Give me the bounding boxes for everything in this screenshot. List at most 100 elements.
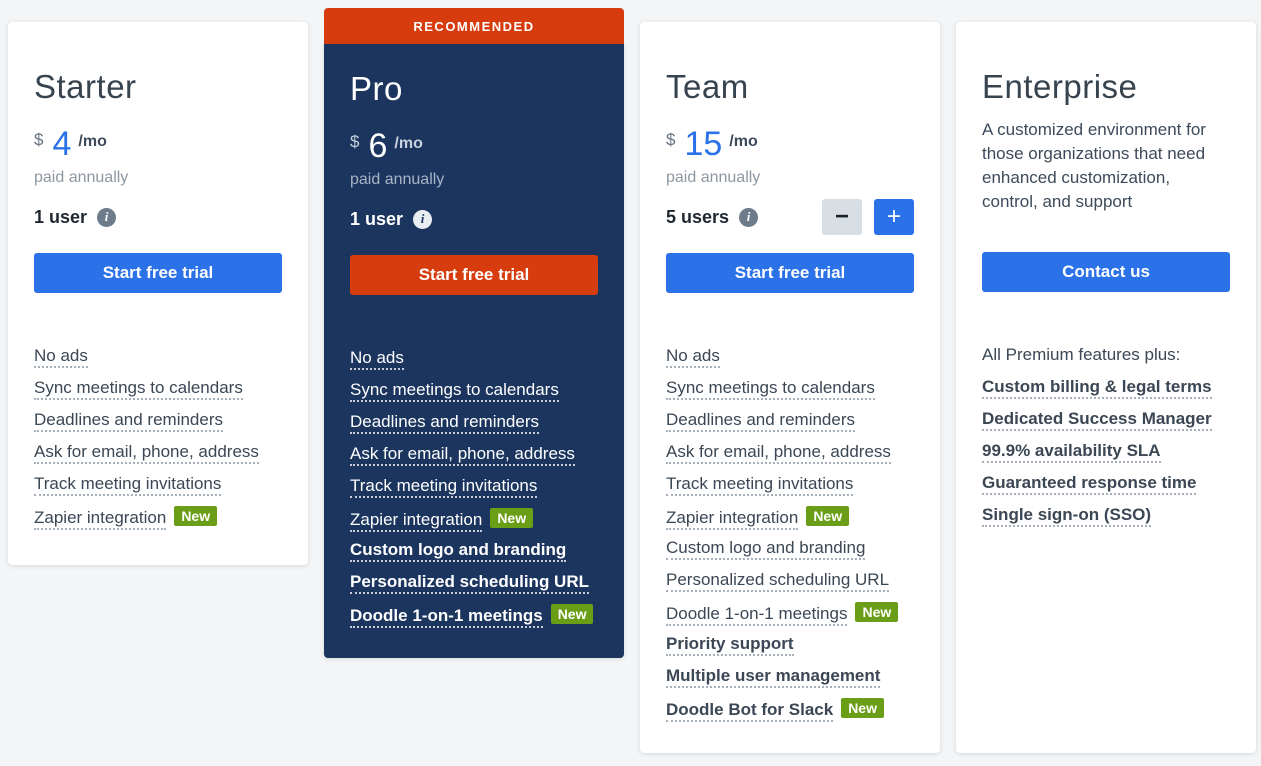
feature-label[interactable]: Track meeting invitations [34, 474, 222, 496]
feature-label[interactable]: Doodle Bot for Slack [666, 700, 834, 722]
feature-label[interactable]: Guaranteed response time [982, 473, 1197, 495]
plan-title: Enterprise [982, 68, 1138, 105]
feature-row: Doodle 1-on-1 meetings New [350, 604, 598, 628]
pricing-card-enterprise: Enterprise A customized environment for … [956, 22, 1256, 753]
price-period: /mo [78, 133, 107, 150]
feature-label[interactable]: Zapier integration [350, 510, 483, 532]
decrease-users-button[interactable]: − [822, 199, 862, 235]
feature-label[interactable]: Personalized scheduling URL [350, 572, 589, 594]
pricing-card-team: Team $ 15 /mo paid annually 5 users i − … [640, 22, 940, 753]
price-amount: 4 [52, 125, 72, 163]
new-badge: New [841, 698, 884, 718]
feature-label[interactable]: Dedicated Success Manager [982, 409, 1212, 431]
new-badge: New [174, 506, 218, 526]
feature-label[interactable]: Zapier integration [666, 508, 799, 530]
feature-label[interactable]: Priority support [666, 634, 794, 656]
users-row: 1 user i [34, 199, 282, 235]
feature-row: Deadlines and reminders [666, 410, 914, 432]
contact-us-button[interactable]: Contact us [982, 252, 1230, 292]
feature-row: Dedicated Success Manager [982, 409, 1230, 431]
currency-symbol: $ [34, 130, 44, 149]
start-free-trial-button[interactable]: Start free trial [666, 253, 914, 293]
billing-note: paid annually [666, 169, 761, 186]
feature-list: No ads Sync meetings to calendars Deadli… [34, 346, 282, 530]
start-free-trial-button[interactable]: Start free trial [350, 255, 598, 295]
feature-row: Zapier integration New [34, 506, 282, 530]
feature-list: All Premium features plus: Custom billin… [982, 345, 1230, 527]
feature-row: Track meeting invitations [666, 474, 914, 496]
feature-row: Single sign-on (SSO) [982, 505, 1230, 527]
user-count-stepper: − + [822, 199, 914, 235]
feature-label[interactable]: Ask for email, phone, address [666, 442, 891, 464]
feature-row: Personalized scheduling URL [350, 572, 598, 594]
feature-label[interactable]: Sync meetings to calendars [34, 378, 243, 400]
feature-row: No ads [666, 346, 914, 368]
new-badge: New [490, 508, 534, 528]
price: $ 6 /mo [350, 129, 598, 163]
feature-label[interactable]: Custom logo and branding [350, 540, 567, 562]
pricing-column-pro: RECOMMENDED Pro $ 6 /mo paid annually 1 … [324, 8, 624, 658]
feature-row: Personalized scheduling URL [666, 570, 914, 592]
feature-label[interactable]: Zapier integration [34, 508, 167, 530]
feature-row: Track meeting invitations [34, 474, 282, 496]
feature-label[interactable]: 99.9% availability SLA [982, 441, 1161, 463]
feature-label[interactable]: Sync meetings to calendars [666, 378, 875, 400]
feature-label[interactable]: Custom billing & legal terms [982, 377, 1212, 399]
feature-label[interactable]: Doodle 1-on-1 meetings [666, 604, 848, 626]
feature-label[interactable]: Ask for email, phone, address [350, 444, 575, 466]
users-count: 5 users [666, 206, 730, 227]
users-count: 1 user [350, 208, 404, 229]
plus-icon: + [886, 203, 901, 230]
new-badge: New [855, 602, 899, 622]
feature-row: Sync meetings to calendars [350, 380, 598, 402]
plan-description: A customized environment for those organ… [982, 120, 1206, 211]
feature-list: No ads Sync meetings to calendars Deadli… [350, 348, 598, 628]
feature-label[interactable]: Doodle 1-on-1 meetings [350, 606, 543, 628]
feature-label[interactable]: Sync meetings to calendars [350, 380, 559, 402]
feature-label[interactable]: No ads [666, 346, 720, 368]
feature-label[interactable]: No ads [34, 346, 88, 368]
plan-title: Pro [350, 70, 403, 107]
pricing-column-team: Team $ 15 /mo paid annually 5 users i − … [640, 22, 940, 753]
feature-row: Ask for email, phone, address [350, 444, 598, 466]
feature-label[interactable]: Ask for email, phone, address [34, 442, 259, 464]
feature-label[interactable]: Deadlines and reminders [350, 412, 539, 434]
plan-title: Starter [34, 68, 137, 105]
plan-title: Team [666, 68, 749, 105]
increase-users-button[interactable]: + [874, 199, 914, 235]
pricing-column-enterprise: Enterprise A customized environment for … [956, 22, 1256, 753]
feature-label[interactable]: No ads [350, 348, 404, 370]
feature-label[interactable]: Track meeting invitations [666, 474, 854, 496]
feature-row: Sync meetings to calendars [34, 378, 282, 400]
billing-note: paid annually [350, 171, 445, 188]
users-row: 5 users i − + [666, 199, 914, 235]
users-row: 1 user i [350, 201, 598, 237]
feature-row: 99.9% availability SLA [982, 441, 1230, 463]
feature-row: Custom logo and branding [666, 538, 914, 560]
feature-row: Priority support [666, 634, 914, 656]
info-icon[interactable]: i [413, 209, 433, 229]
price-amount: 15 [684, 125, 723, 163]
start-free-trial-button[interactable]: Start free trial [34, 253, 282, 293]
features-intro: All Premium features plus: [982, 345, 1181, 364]
feature-label[interactable]: Personalized scheduling URL [666, 570, 890, 592]
feature-label[interactable]: Multiple user management [666, 666, 881, 688]
feature-label[interactable]: Single sign-on (SSO) [982, 505, 1152, 527]
currency-symbol: $ [666, 130, 676, 149]
pricing-column-starter: Starter $ 4 /mo paid annually 1 user i S… [8, 22, 308, 565]
feature-row: Deadlines and reminders [350, 412, 598, 434]
info-icon[interactable]: i [739, 207, 759, 227]
feature-row: No ads [34, 346, 282, 368]
info-icon[interactable]: i [97, 207, 117, 227]
currency-symbol: $ [350, 132, 360, 151]
feature-row: Ask for email, phone, address [666, 442, 914, 464]
feature-label[interactable]: Deadlines and reminders [34, 410, 223, 432]
feature-label[interactable]: Track meeting invitations [350, 476, 538, 498]
feature-intro-row: All Premium features plus: [982, 345, 1230, 367]
feature-label[interactable]: Custom logo and branding [666, 538, 866, 560]
feature-label[interactable]: Deadlines and reminders [666, 410, 855, 432]
feature-row: Zapier integration New [350, 508, 598, 532]
feature-row: Ask for email, phone, address [34, 442, 282, 464]
feature-row: Deadlines and reminders [34, 410, 282, 432]
